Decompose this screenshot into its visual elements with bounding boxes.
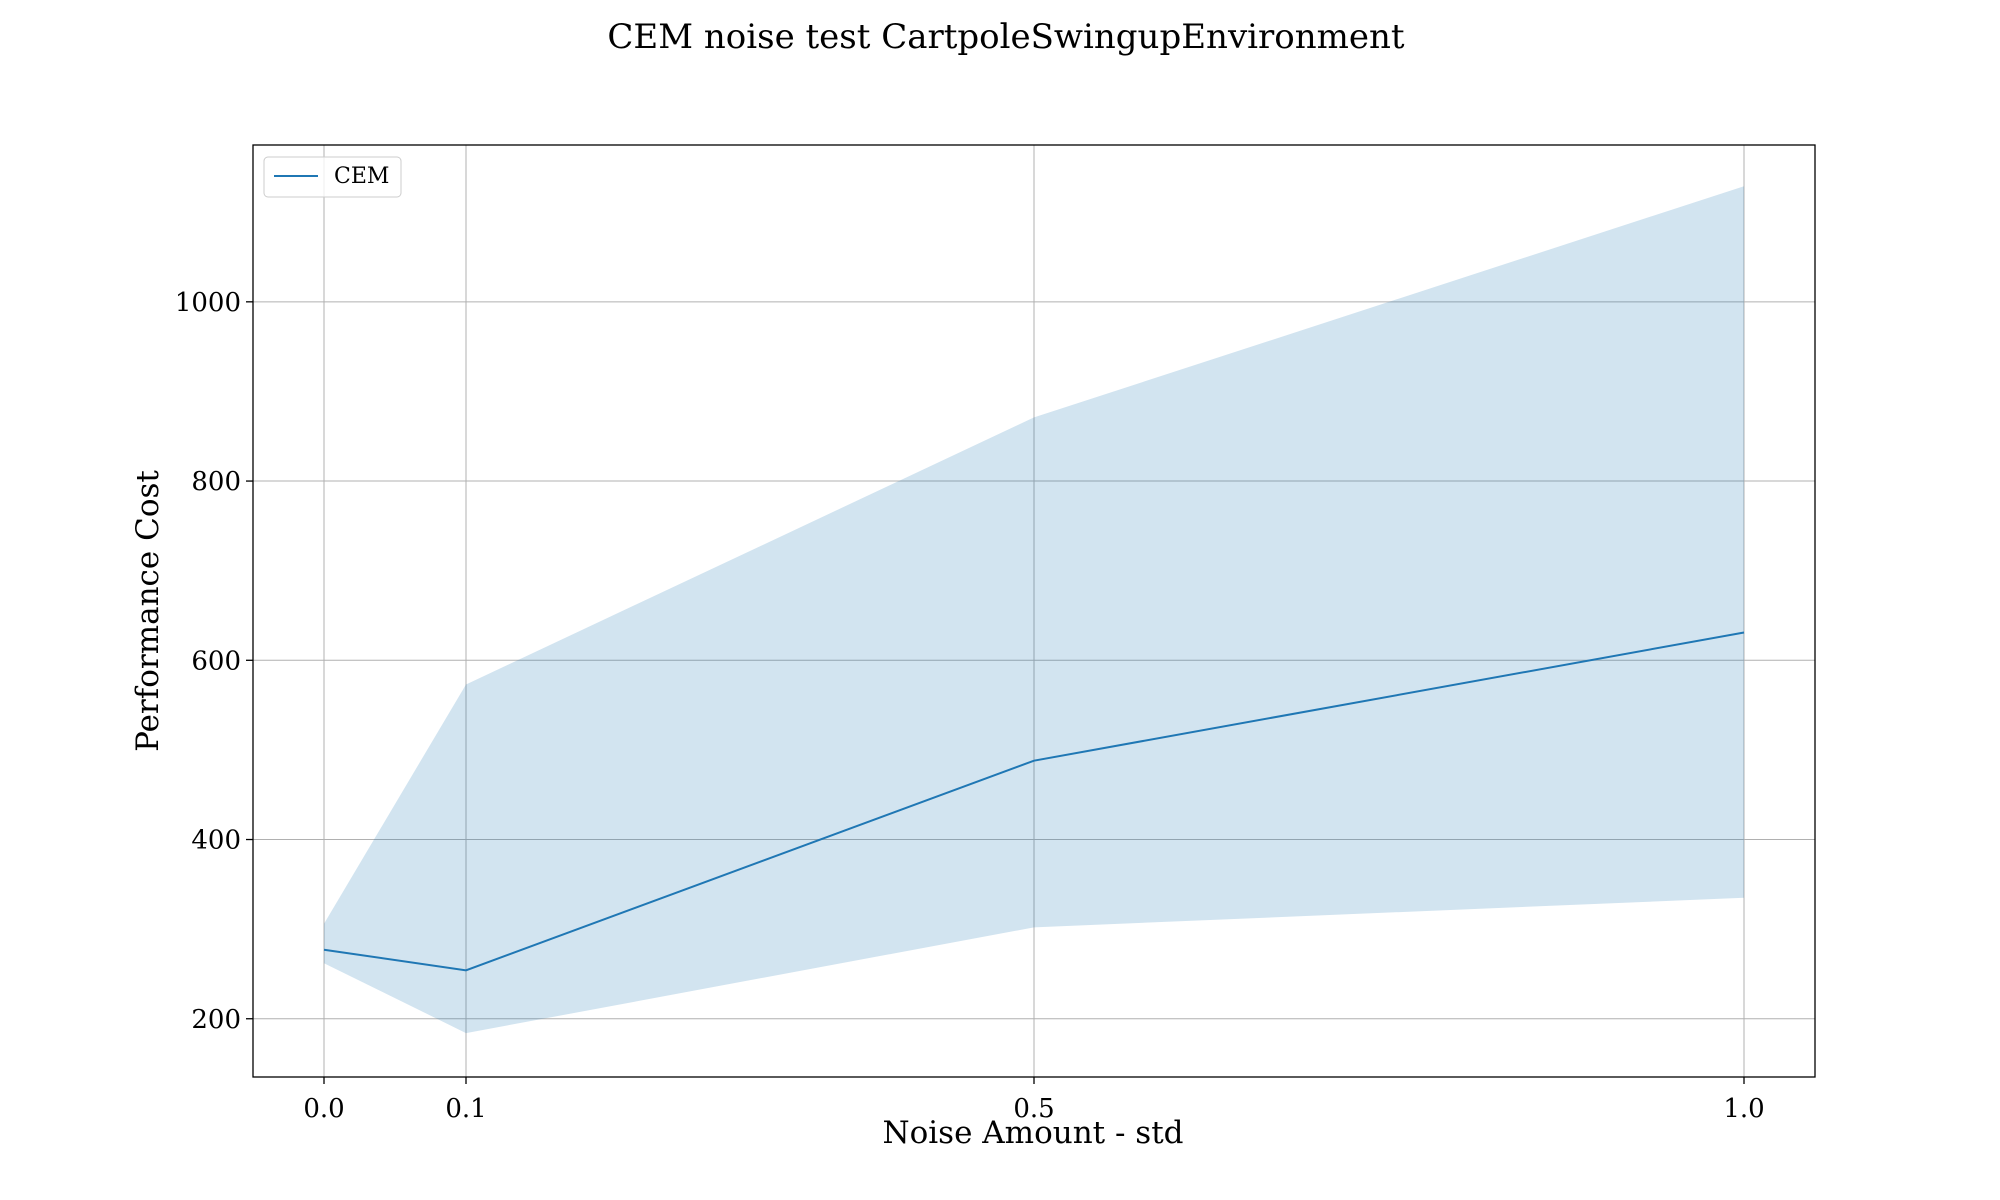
y-tick-label: 400: [191, 826, 241, 856]
x-axis-label: Noise Amount - std: [882, 1115, 1183, 1151]
y-tick-label: 1000: [175, 288, 241, 318]
confidence-band: [324, 186, 1744, 1034]
x-tick-label: 0.5: [1013, 1094, 1054, 1124]
x-tick-label: 0.0: [303, 1094, 344, 1124]
legend-label: CEM: [334, 164, 389, 189]
y-axis-label: Performance Cost: [130, 470, 166, 752]
x-ticks: 0.0 0.1 0.5 1.0: [303, 1077, 1765, 1124]
x-tick-label: 0.1: [445, 1094, 486, 1124]
x-tick-label: 1.0: [1723, 1094, 1764, 1124]
legend: CEM: [263, 156, 402, 198]
y-tick-label: 200: [191, 1005, 241, 1035]
grid: [253, 145, 1815, 1077]
chart-title: CEM noise test CartpoleSwingupEnvironmen…: [607, 17, 1404, 57]
series-line-layer: [323, 631, 1745, 972]
series-line: [323, 631, 1745, 972]
y-tick-label: 800: [191, 467, 241, 497]
legend-box: [263, 156, 402, 198]
y-tick-label: 600: [191, 646, 241, 676]
confidence-band-layer: [324, 186, 1744, 1034]
y-ticks: 200 400 600 800 1000: [175, 288, 253, 1035]
